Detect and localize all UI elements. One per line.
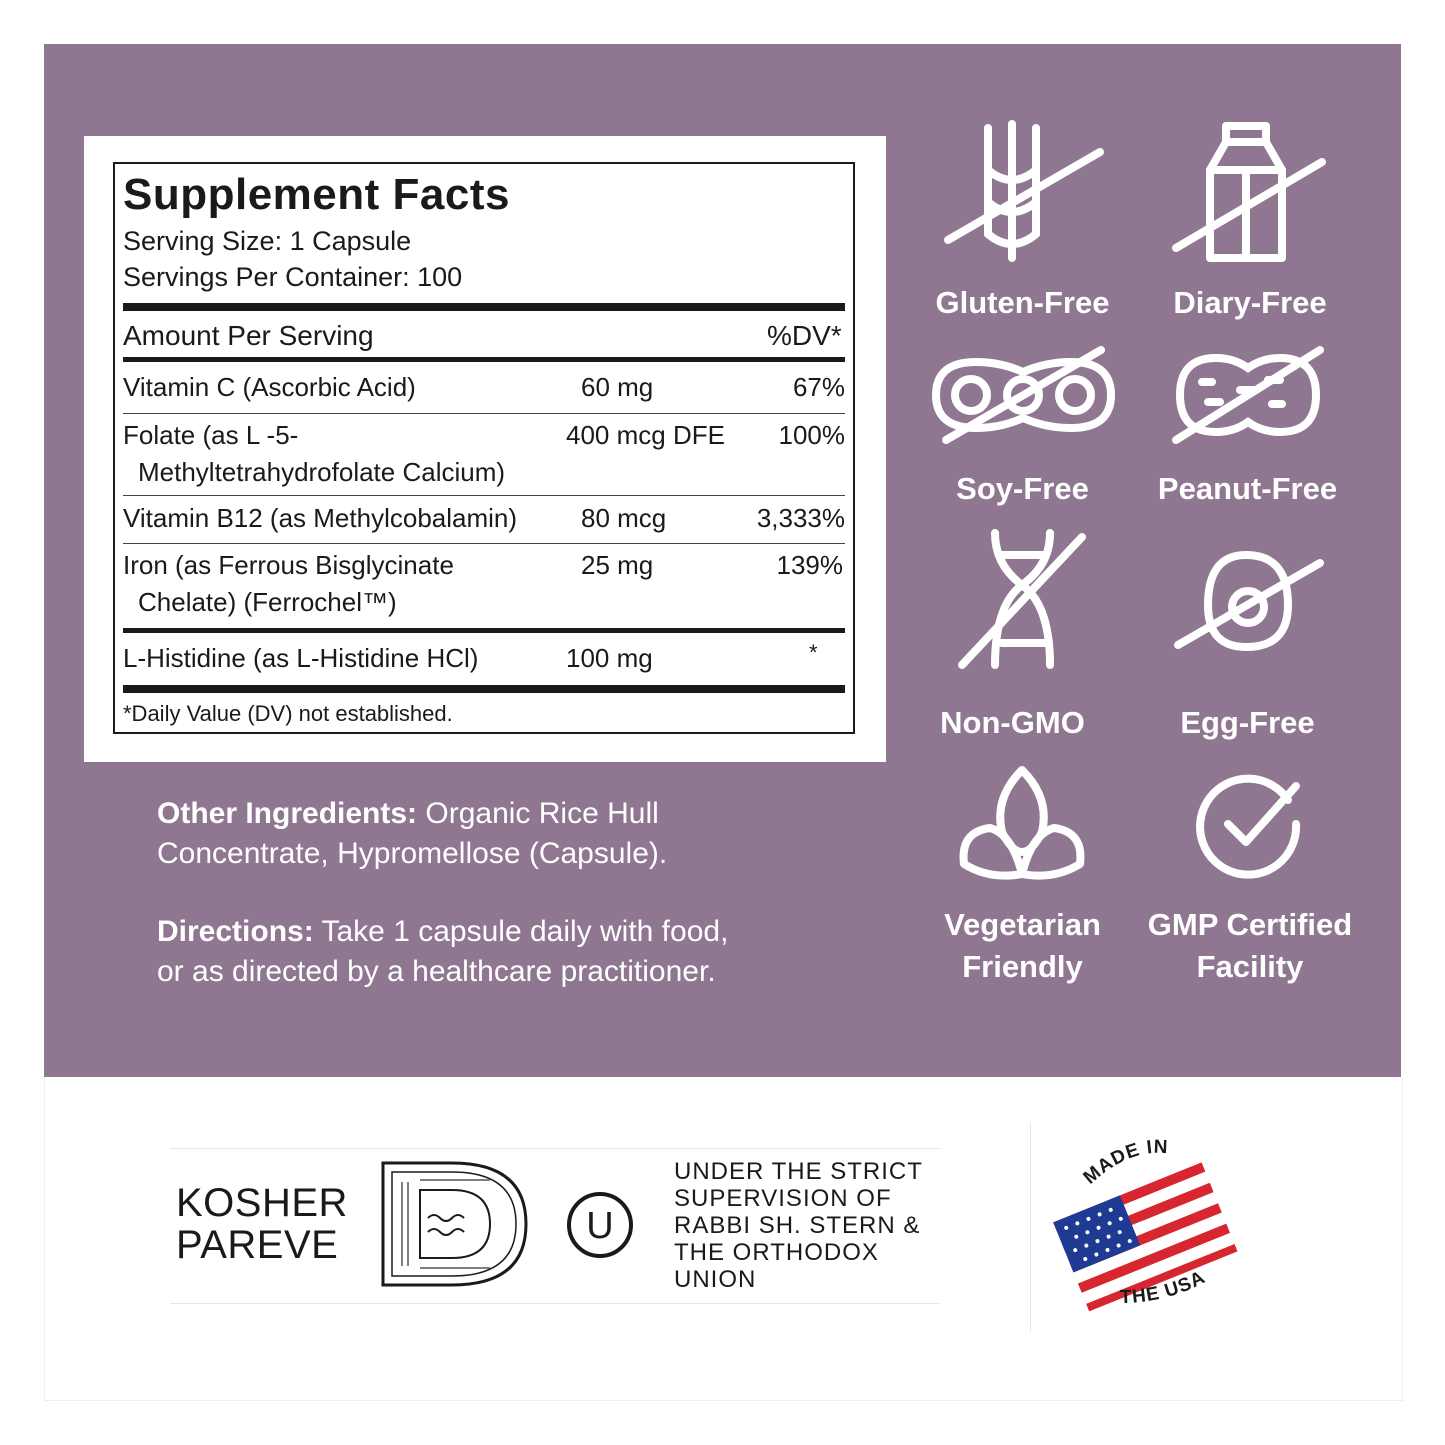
kosher-line2: PAREVE	[176, 1223, 339, 1267]
supervision-line: SUPERVISION OF	[674, 1185, 892, 1212]
other-ingredients-label: Other Ingredients:	[157, 797, 418, 830]
badge-label-gmp: GMP Certified Facility	[1135, 904, 1365, 988]
made-in-usa-badge: MADE IN THE USA	[1053, 1137, 1238, 1312]
nutrient-amount: 80 mcg	[581, 503, 667, 533]
nutrient-dv: 3,333%	[756, 503, 845, 533]
wheat-crossed-icon	[944, 120, 1104, 262]
badge-label-soy-free: Soy-Free	[956, 471, 1089, 506]
nutrient-amount: 60 mg	[581, 372, 654, 402]
orthodox-union-logo: U	[567, 1192, 633, 1258]
peanut-crossed-icon	[1172, 346, 1324, 444]
supervision-line: THE ORTHODOX	[674, 1239, 879, 1266]
servings-per-container: Servings Per Container: 100	[123, 262, 463, 292]
badge-label-line1: Vegetarian	[944, 907, 1101, 942]
nutrient-amount: 400 mcg DFE	[566, 420, 725, 450]
kosher-seal-logo	[381, 1161, 528, 1287]
row-divider	[123, 543, 845, 544]
divider-medium	[123, 357, 845, 362]
directions: Directions: Take 1 capsule daily with fo…	[157, 912, 728, 992]
directions-line1: Take 1 capsule daily with food,	[321, 915, 729, 948]
serving-size: Serving Size: 1 Capsule	[123, 226, 412, 256]
made-in-top-text: MADE IN	[1080, 1137, 1168, 1189]
badge-label-gluten-free: Gluten-Free	[935, 285, 1110, 320]
facts-footnote: *Daily Value (DV) not established.	[123, 701, 453, 726]
svg-text:MADE IN: MADE IN	[1080, 1137, 1169, 1189]
badge-label-line2: Facility	[1196, 949, 1304, 984]
nutrient-dv: 100%	[778, 420, 846, 450]
badge-label-line2: Friendly	[962, 949, 1083, 984]
nutrient-name: Vitamin C (Ascorbic Acid)	[123, 372, 416, 402]
leaf-icon	[959, 766, 1085, 880]
nutrient-name: Iron (as Ferrous Bisglycinate	[123, 550, 454, 580]
badge-label-non-gmo: Non-GMO	[940, 705, 1085, 740]
other-ingredients-line1: Organic Rice Hull	[425, 797, 659, 830]
supervision-line: RABBI SH. STERN &	[674, 1212, 921, 1239]
milk-carton-crossed-icon	[1172, 122, 1326, 262]
nutrient-amount: 100 mg	[566, 643, 653, 673]
nutrient-dv: *	[809, 640, 818, 665]
soybean-crossed-icon	[931, 346, 1116, 444]
supervision-line: UNION	[674, 1266, 757, 1293]
nutrient-name: Folate (as L -5-	[123, 420, 299, 450]
badge-label-diary-free: Diary-Free	[1173, 285, 1327, 320]
facts-title: Supplement Facts	[123, 170, 510, 219]
directions-line2: or as directed by a healthcare practitio…	[157, 955, 716, 988]
other-ingredients: Other Ingredients: Organic Rice Hull Con…	[157, 794, 667, 874]
nutrient-dv: 67%	[792, 372, 845, 402]
amount-per-serving-header: Amount Per Serving	[123, 320, 374, 351]
nutrient-dv: 139%	[776, 550, 844, 580]
nutrient-name: L-Histidine (as L-Histidine HCl)	[123, 643, 479, 673]
nutrient-amount: 25 mg	[581, 550, 654, 580]
badge-label-line1: GMP Certified	[1147, 907, 1353, 942]
supervision-line: UNDER THE STRICT	[674, 1158, 923, 1185]
egg-crossed-icon	[1174, 550, 1324, 652]
row-divider	[123, 495, 845, 496]
divider-thick	[123, 685, 845, 693]
divider	[170, 1148, 940, 1149]
nutrient-name-cont: Chelate) (Ferrochel™)	[138, 587, 397, 617]
ou-symbol: U	[586, 1205, 613, 1247]
kosher-line1: KOSHER	[176, 1181, 348, 1225]
badge-label-vegetarian: Vegetarian Friendly	[920, 904, 1125, 988]
badge-label-egg-free: Egg-Free	[1180, 705, 1315, 740]
nutrient-name: Vitamin B12 (as Methylcobalamin)	[123, 503, 518, 533]
divider-medium	[123, 628, 845, 633]
dna-crossed-icon	[958, 529, 1086, 669]
directions-label: Directions:	[157, 915, 314, 948]
supplement-facts-card	[84, 136, 886, 762]
row-divider	[123, 413, 845, 414]
kosher-pareve: KOSHER PAREVE	[176, 1182, 348, 1266]
divider	[170, 1303, 940, 1304]
supervision-text: UNDER THE STRICT SUPERVISION OF RABBI SH…	[674, 1158, 923, 1293]
dv-header: %DV*	[767, 320, 842, 351]
divider-thick	[123, 303, 845, 311]
badge-label-peanut-free: Peanut-Free	[1157, 471, 1338, 506]
check-circle-icon	[1196, 774, 1301, 879]
nutrient-name-cont: Methyltetrahydrofolate Calcium)	[138, 457, 506, 487]
other-ingredients-line2: Concentrate, Hypromellose (Capsule).	[157, 837, 668, 870]
supplement-facts-box	[113, 162, 855, 734]
divider	[1030, 1122, 1031, 1332]
